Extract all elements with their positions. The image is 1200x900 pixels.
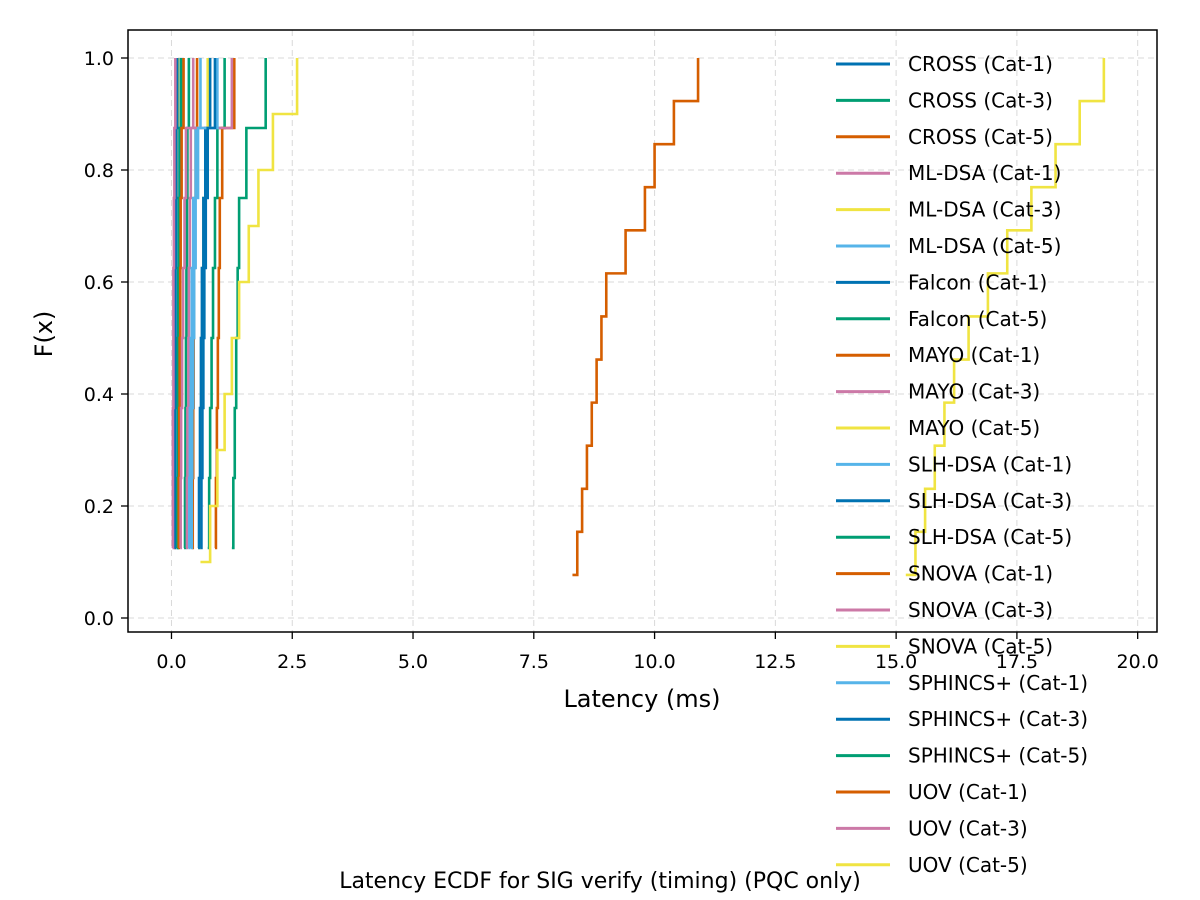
series-line-slh-dsa-cat-5 xyxy=(207,58,226,550)
x-tick-label: 0.0 xyxy=(156,651,186,673)
series-line-slh-dsa-cat-1 xyxy=(188,58,202,550)
series-line-cross-cat-3 xyxy=(183,58,191,550)
legend-label: SNOVA (Cat-5) xyxy=(908,634,1053,658)
legend-label: Falcon (Cat-1) xyxy=(908,270,1047,294)
x-tick-label: 2.5 xyxy=(277,651,307,673)
x-axis-label: Latency (ms) xyxy=(563,685,720,713)
x-tick-label: 20.0 xyxy=(1117,651,1159,673)
y-axis-ticks: 0.0 0.2 0.4 0.6 0.8 1.0 xyxy=(84,48,128,630)
legend-label: SLH-DSA (Cat-3) xyxy=(908,489,1072,513)
series-line-slh-dsa-cat-3 xyxy=(197,58,212,550)
plot-frame xyxy=(127,29,1158,633)
legend-label: ML-DSA (Cat-5) xyxy=(908,234,1061,258)
legend-label: CROSS (Cat-1) xyxy=(908,52,1053,76)
legend-label: UOV (Cat-3) xyxy=(908,816,1028,840)
legend-label: ML-DSA (Cat-1) xyxy=(908,161,1061,185)
legend: CROSS (Cat-1) CROSS (Cat-3) CROSS (Cat-5) M… xyxy=(836,52,1088,877)
legend-label: MAYO (Cat-1) xyxy=(908,343,1040,367)
x-tick-label: 7.5 xyxy=(519,651,549,673)
legend-label: ML-DSA (Cat-3) xyxy=(908,198,1061,222)
series-line-sphincs-cat-5 xyxy=(231,58,267,550)
series-line-mayo-cat-3 xyxy=(185,58,195,550)
legend-label: SLH-DSA (Cat-1) xyxy=(908,452,1072,476)
x-tick-label: 15.0 xyxy=(875,651,917,673)
legend-label: SLH-DSA (Cat-5) xyxy=(908,525,1072,549)
legend-label: SNOVA (Cat-1) xyxy=(908,562,1053,586)
legend-label: SPHINCS+ (Cat-1) xyxy=(908,671,1088,695)
series-line-snova-cat-3 xyxy=(179,58,234,550)
series-line-sphincs-cat-1 xyxy=(190,58,219,550)
legend-label: CROSS (Cat-3) xyxy=(908,88,1053,112)
y-tick-label: 0.4 xyxy=(84,384,114,406)
legend-label: MAYO (Cat-3) xyxy=(908,380,1040,404)
legend-label: SPHINCS+ (Cat-3) xyxy=(908,707,1088,731)
x-tick-label: 5.0 xyxy=(398,651,428,673)
series-layer xyxy=(171,58,1106,577)
y-axis-label: F(x) xyxy=(30,311,58,358)
chart-caption: Latency ECDF for SIG verify (timing) (PQ… xyxy=(339,869,861,894)
series-line-uov-cat-1 xyxy=(572,58,700,577)
y-tick-label: 0.2 xyxy=(84,496,114,518)
y-tick-label: 0.8 xyxy=(84,160,114,182)
x-tick-label: 12.5 xyxy=(754,651,796,673)
series-line-uov-cat-3 xyxy=(171,58,177,550)
series-line-falcon-cat-5 xyxy=(175,58,183,550)
legend-label: SNOVA (Cat-3) xyxy=(908,598,1053,622)
legend-label: UOV (Cat-1) xyxy=(908,780,1028,804)
y-tick-label: 1.0 xyxy=(84,48,114,70)
series-line-uov-cat-5 xyxy=(200,58,299,564)
legend-label: MAYO (Cat-5) xyxy=(908,416,1040,440)
legend-label: UOV (Cat-5) xyxy=(908,853,1028,877)
legend-label: SPHINCS+ (Cat-5) xyxy=(908,744,1088,768)
series-line-snova-cat-5 xyxy=(905,58,1106,577)
x-tick-label: 10.0 xyxy=(633,651,675,673)
x-axis-ticks: 0.0 2.5 5.0 7.5 10.0 12.5 15.0 17.5 20.0 xyxy=(156,632,1159,673)
x-tick-label: 17.5 xyxy=(996,651,1038,673)
y-tick-label: 0.6 xyxy=(84,272,114,294)
legend-label: CROSS (Cat-5) xyxy=(908,125,1053,149)
series-line-sphincs-cat-3 xyxy=(200,58,217,550)
y-tick-label: 0.0 xyxy=(84,608,114,630)
grid xyxy=(128,30,1157,632)
series-line-mayo-cat-1 xyxy=(177,58,185,550)
legend-label: Falcon (Cat-5) xyxy=(908,307,1047,331)
